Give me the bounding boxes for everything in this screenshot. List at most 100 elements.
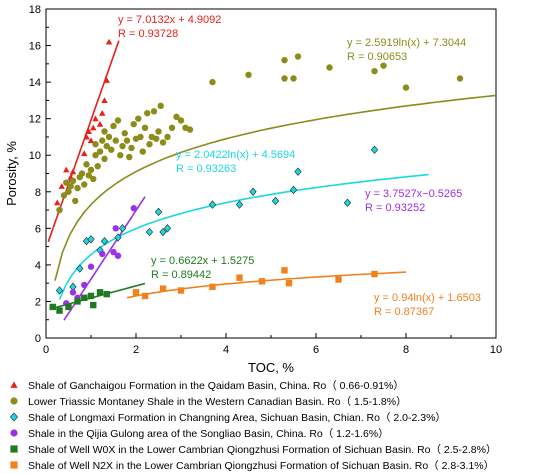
data-point bbox=[114, 117, 122, 124]
x-tick-label: 8 bbox=[403, 344, 409, 356]
data-point bbox=[100, 236, 109, 246]
data-point bbox=[96, 120, 104, 127]
data-point bbox=[177, 117, 185, 124]
data-point bbox=[108, 146, 115, 153]
data-point bbox=[69, 177, 77, 185]
data-point bbox=[74, 184, 81, 192]
data-point bbox=[208, 200, 217, 209]
data-point bbox=[456, 75, 464, 82]
data-point bbox=[99, 137, 106, 144]
data-point bbox=[371, 67, 378, 75]
data-point bbox=[137, 133, 144, 141]
y-tick-label: 18 bbox=[29, 4, 41, 16]
data-point bbox=[63, 166, 70, 173]
data-point bbox=[380, 62, 387, 69]
data-point bbox=[10, 412, 18, 422]
data-point bbox=[159, 139, 167, 146]
data-point bbox=[110, 248, 117, 256]
data-point bbox=[101, 155, 108, 163]
data-point bbox=[209, 78, 216, 86]
y-tick-label: 0 bbox=[35, 333, 41, 345]
data-point bbox=[105, 133, 113, 141]
data-point bbox=[69, 289, 77, 296]
fit-equation: y = 7.0132x + 4.9092 bbox=[118, 14, 221, 26]
data-point bbox=[258, 278, 266, 285]
data-point bbox=[371, 270, 378, 278]
data-point bbox=[117, 152, 124, 159]
data-point bbox=[87, 137, 95, 144]
data-point bbox=[103, 290, 110, 298]
fit-r-value: R = 0.93252 bbox=[365, 202, 425, 214]
data-point bbox=[141, 124, 149, 132]
fit-equation: y = 2.0422ln(x) + 4.5694 bbox=[176, 149, 295, 161]
data-point bbox=[92, 115, 99, 122]
data-point bbox=[153, 135, 160, 142]
data-point bbox=[101, 97, 108, 103]
data-point bbox=[135, 115, 142, 122]
y-axis-label: Porosity, % bbox=[4, 141, 19, 206]
data-point bbox=[281, 75, 288, 82]
x-axis-label: TOC, % bbox=[248, 360, 294, 375]
data-point bbox=[271, 196, 280, 206]
data-point bbox=[281, 267, 288, 274]
data-point bbox=[335, 276, 342, 283]
data-point bbox=[105, 38, 113, 45]
data-point bbox=[118, 224, 127, 233]
fit-r-value: R = 0.93728 bbox=[118, 28, 178, 40]
data-point bbox=[154, 207, 163, 217]
data-point bbox=[65, 188, 72, 195]
data-point bbox=[76, 264, 84, 273]
data-point bbox=[96, 148, 104, 155]
fit-equation: y = 2.5919ln(x) + 7.3044 bbox=[347, 37, 466, 49]
x-tick-label: 2 bbox=[133, 344, 139, 356]
data-point bbox=[83, 133, 90, 140]
data-point bbox=[87, 263, 95, 270]
fit-r-value: R = 0.89442 bbox=[151, 269, 211, 281]
data-point bbox=[10, 429, 18, 437]
data-point bbox=[54, 199, 61, 206]
data-point bbox=[130, 205, 137, 212]
data-point bbox=[343, 198, 352, 207]
data-point bbox=[81, 181, 88, 188]
data-point bbox=[10, 397, 18, 405]
data-point bbox=[81, 281, 88, 289]
data-point bbox=[92, 141, 99, 148]
data-point bbox=[139, 148, 146, 155]
x-tick-label: 4 bbox=[223, 344, 229, 356]
data-points bbox=[49, 38, 464, 314]
data-point bbox=[155, 128, 162, 135]
x-tick-label: 0 bbox=[43, 344, 49, 356]
data-point bbox=[56, 206, 63, 214]
fit-r-value: R = 0.87367 bbox=[374, 306, 434, 318]
data-point bbox=[326, 64, 333, 71]
data-point bbox=[85, 128, 92, 135]
data-point bbox=[99, 250, 106, 258]
data-point bbox=[87, 166, 95, 174]
y-tick-label: 14 bbox=[29, 77, 41, 89]
y-tick-label: 4 bbox=[35, 260, 41, 272]
data-point bbox=[69, 168, 77, 175]
data-point bbox=[112, 225, 119, 232]
data-point bbox=[60, 192, 68, 199]
data-point bbox=[67, 183, 74, 190]
data-point bbox=[294, 167, 302, 176]
data-point bbox=[92, 152, 99, 159]
data-point bbox=[159, 227, 167, 237]
data-point bbox=[90, 301, 97, 309]
x-tick-label: 10 bbox=[490, 344, 502, 356]
fit-equation: y = 0.94ln(x) + 1.6503 bbox=[374, 292, 481, 304]
data-point bbox=[65, 303, 72, 311]
data-point bbox=[10, 381, 18, 388]
data-point bbox=[163, 224, 172, 233]
data-point bbox=[236, 274, 243, 281]
x-tick-label: 6 bbox=[313, 344, 319, 356]
data-point bbox=[10, 445, 18, 453]
legend-entry: Shale of Longmaxi Formation in Changning… bbox=[28, 412, 446, 424]
legend-entry: Shale in the Qijia Gulong area of the So… bbox=[28, 428, 389, 440]
data-point bbox=[96, 289, 104, 296]
data-point bbox=[289, 185, 298, 195]
data-point bbox=[235, 200, 244, 209]
equation-annotations: y = 7.0132x + 4.9092 R = 0.93728 y = 2.591… bbox=[118, 14, 481, 318]
data-point bbox=[168, 124, 176, 132]
data-point bbox=[285, 279, 293, 287]
